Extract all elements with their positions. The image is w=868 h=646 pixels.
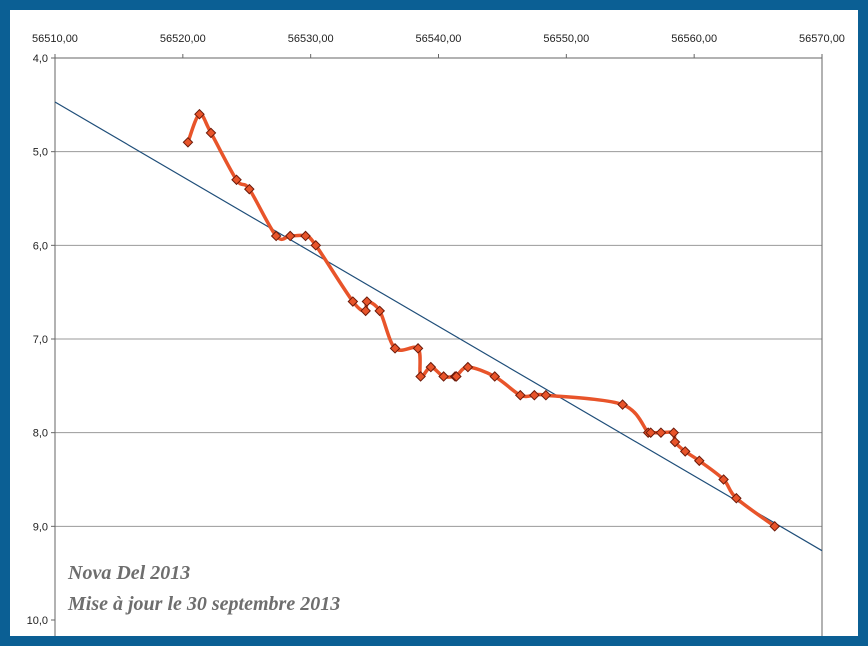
y-tick-labels: 4,0 5,0 6,0 7,0 8,0 9,0 10,0	[27, 53, 48, 627]
data-point	[769, 521, 781, 532]
y-tick-label: 6,0	[33, 240, 48, 252]
annotation-title: Nova Del 2013	[67, 562, 190, 584]
data-point	[645, 427, 657, 438]
data-point	[540, 389, 552, 401]
chart-frame: 56510,00 56520,00 56530,00 56540,00 56550,00…	[10, 10, 858, 636]
data-point	[462, 361, 474, 373]
y-tick-label: 5,0	[33, 147, 48, 159]
data-point	[693, 455, 705, 467]
y-tick-label: 7,0	[33, 334, 48, 346]
gridlines	[55, 151, 822, 527]
data-point	[489, 371, 501, 382]
data-point	[669, 436, 681, 448]
data-point	[300, 230, 311, 242]
y-tick-label: 10,0	[27, 615, 48, 627]
series-layer	[186, 112, 777, 529]
x-tick-label: 56530,00	[288, 33, 334, 45]
data-point	[412, 343, 424, 354]
data-point	[515, 389, 526, 401]
data-point	[374, 305, 386, 317]
light-curve-chart: 56510,00 56520,00 56530,00 56540,00 56550,00…	[27, 33, 845, 636]
data-point	[731, 492, 742, 504]
magnitude-curve	[186, 112, 777, 529]
data-point	[270, 230, 282, 242]
x-tick-label: 56550,00	[543, 33, 589, 45]
x-tick-label: 56570,00	[799, 33, 845, 45]
data-markers	[182, 108, 781, 532]
data-point	[231, 174, 242, 186]
annotation-update: Mise à jour le 30 septembre 2013	[67, 593, 340, 615]
data-point	[243, 183, 255, 195]
x-tick-label: 56510,00	[32, 33, 78, 45]
x-tick-label: 56560,00	[671, 33, 717, 45]
data-point	[284, 230, 296, 242]
data-point	[205, 127, 217, 139]
y-tick-label: 4,0	[33, 53, 48, 65]
data-point	[529, 389, 540, 401]
data-point	[361, 296, 373, 307]
data-point	[451, 371, 462, 382]
y-tick-label: 9,0	[33, 521, 48, 533]
axes	[51, 54, 823, 636]
data-point	[415, 371, 426, 382]
data-point	[655, 427, 667, 438]
y-tick-label: 8,0	[33, 428, 48, 440]
data-point	[347, 296, 359, 307]
data-point	[617, 399, 628, 410]
data-point	[310, 240, 322, 251]
data-point	[182, 136, 194, 148]
x-tick-label: 56540,00	[416, 33, 462, 45]
data-point	[194, 108, 205, 120]
data-point	[389, 343, 401, 354]
data-point	[438, 371, 449, 382]
data-point	[679, 446, 691, 457]
trendline-layer	[54, 101, 823, 552]
data-point	[668, 427, 680, 438]
data-point	[360, 305, 371, 317]
trendline	[54, 101, 823, 552]
data-point	[425, 361, 437, 373]
x-tick-labels: 56510,00 56520,00 56530,00 56540,00 56550,00…	[32, 33, 845, 45]
data-point	[718, 474, 729, 485]
x-tick-label: 56520,00	[160, 33, 206, 45]
